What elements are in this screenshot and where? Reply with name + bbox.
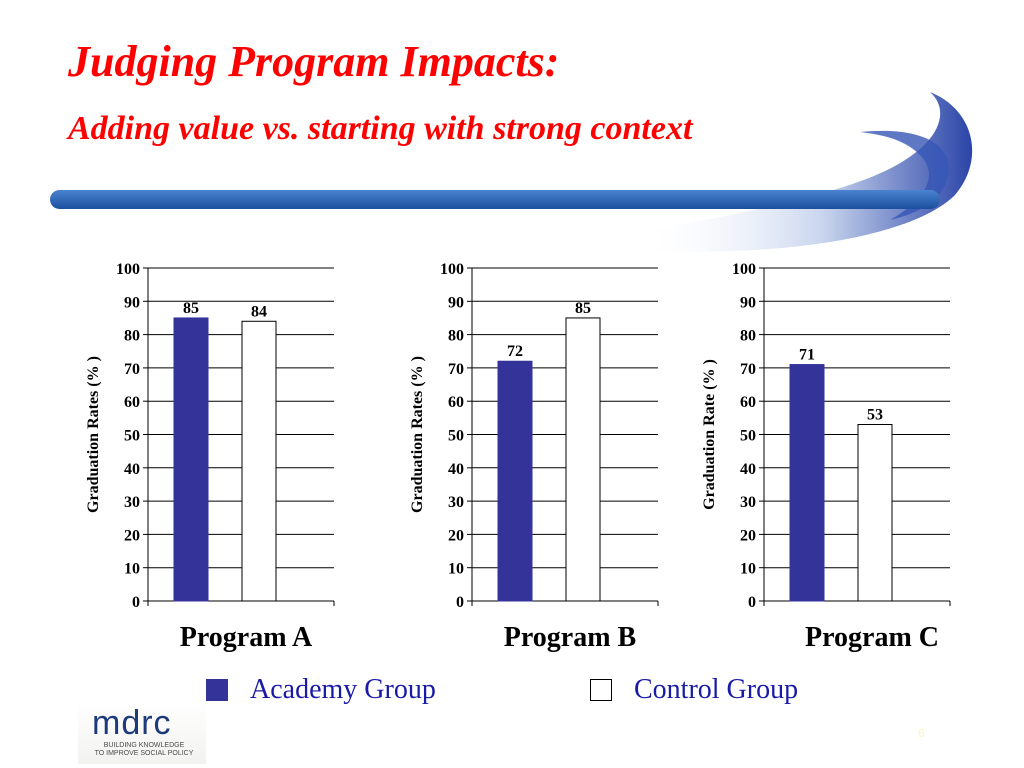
slide-title: Judging Program Impacts:: [68, 37, 560, 86]
data-label-academy: 71: [799, 347, 815, 364]
y-tick-label: 80: [124, 328, 140, 345]
y-axis-title: Graduation Rates (% ): [85, 356, 102, 513]
y-tick-label: 30: [124, 494, 140, 511]
y-tick-label: 0: [748, 594, 756, 611]
program-b-label: Program B: [503, 622, 637, 653]
y-tick-label: 60: [124, 394, 140, 411]
decorative-swoosh: [50, 92, 973, 252]
chart-program-a: 0 10 20 30 40 50 60 70 80 90 100 Graduation Rates (…: [70, 258, 370, 611]
legend-academy-swatch: [206, 679, 228, 701]
program-a-label: Program A: [179, 622, 313, 653]
y-tick-label: 70: [740, 361, 756, 378]
y-tick-label: 20: [448, 527, 464, 544]
y-tick-label: 40: [448, 461, 464, 478]
y-tick-label: 70: [448, 361, 464, 378]
y-axis-title: Graduation Rates (% ): [409, 356, 426, 513]
y-tick-label: 80: [448, 328, 464, 345]
bar-academy: [789, 364, 825, 602]
legend-control-label: Control Group: [634, 674, 799, 705]
y-tick-label: 10: [448, 561, 464, 578]
y-tick-label: 90: [124, 294, 140, 311]
y-tick-label: 40: [740, 461, 756, 478]
bar-academy: [173, 317, 209, 602]
data-label-academy: 72: [507, 343, 523, 360]
y-tick-label: 20: [740, 527, 756, 544]
y-tick-label: 70: [124, 361, 140, 378]
y-tick-label: 50: [448, 428, 464, 445]
y-tick-label: 30: [448, 494, 464, 511]
program-c-label: Program C: [805, 622, 939, 653]
data-label-control: 85: [575, 300, 591, 317]
y-tick-label: 20: [124, 527, 140, 544]
data-label-control: 53: [867, 407, 883, 424]
bar-control: [857, 424, 893, 602]
legend-academy-label: Academy Group: [250, 674, 436, 705]
data-label-academy: 85: [183, 300, 199, 317]
slide-subtitle: Adding value vs. starting with strong co…: [68, 110, 693, 147]
logo-word: mdrc: [92, 704, 172, 742]
y-tick-label: 80: [740, 328, 756, 345]
y-tick-label: 90: [448, 294, 464, 311]
bar-academy: [497, 360, 533, 602]
y-tick-label: 100: [116, 261, 140, 278]
bar-control: [241, 320, 277, 602]
y-tick-label: 50: [124, 428, 140, 445]
legend-academy: Academy Group: [206, 674, 436, 706]
chart-program-b: 0 10 20 30 40 50 60 70 80 90 100 Graduation Rates (…: [394, 258, 694, 611]
legend-control: Control Group: [590, 674, 798, 706]
y-tick-label: 0: [132, 594, 140, 611]
logo-tagline: BUILDING KNOWLEDGE TO IMPROVE SOCIAL POL…: [94, 742, 194, 757]
y-axis-title: Graduation Rate (% ): [701, 359, 718, 510]
y-tick-label: 100: [732, 261, 756, 278]
y-tick-label: 90: [740, 294, 756, 311]
y-tick-label: 10: [740, 561, 756, 578]
y-tick-label: 40: [124, 461, 140, 478]
y-tick-label: 0: [456, 594, 464, 611]
data-label-control: 84: [251, 303, 267, 320]
chart-program-c: 0 10 20 30 40 50 60 70 80 90 100 Graduation Rate (%…: [686, 258, 986, 611]
page-number: 6: [918, 726, 925, 740]
y-tick-label: 10: [124, 561, 140, 578]
y-tick-label: 100: [440, 261, 464, 278]
y-tick-label: 60: [448, 394, 464, 411]
bar-control: [565, 317, 601, 602]
mdrc-logo: mdrc BUILDING KNOWLEDGE TO IMPROVE SOCIA…: [78, 702, 206, 764]
y-tick-label: 60: [740, 394, 756, 411]
y-tick-label: 30: [740, 494, 756, 511]
y-tick-label: 50: [740, 428, 756, 445]
legend-control-swatch: [590, 679, 612, 701]
